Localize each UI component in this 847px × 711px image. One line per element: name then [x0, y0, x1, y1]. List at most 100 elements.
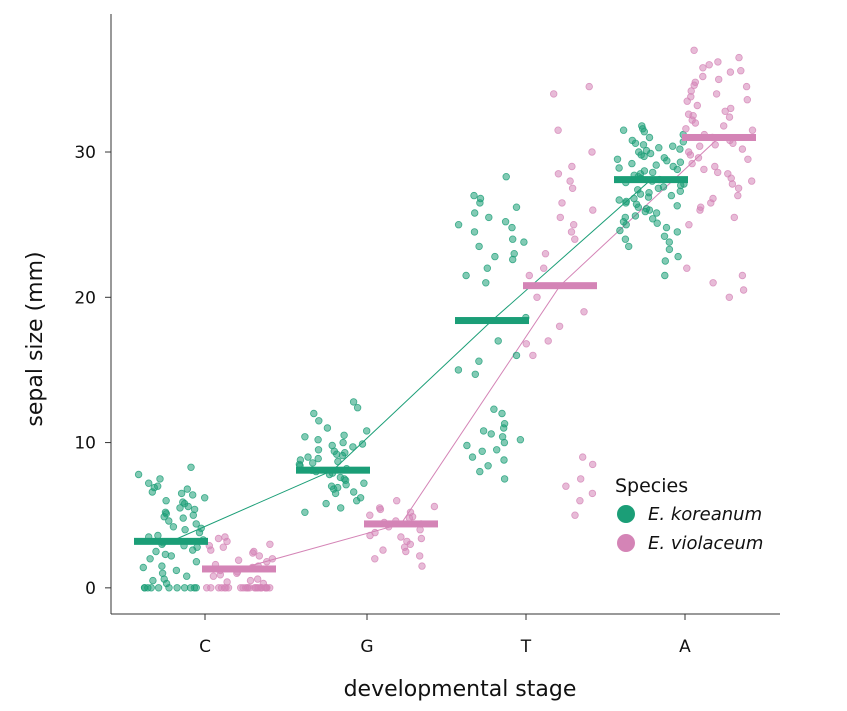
point-s0-c3-50 — [660, 232, 669, 240]
point-s0-c2-15 — [494, 337, 502, 345]
point-s0-c1-8 — [349, 398, 358, 406]
point-s1-c2-1 — [550, 90, 558, 98]
point-s0-c1-1 — [304, 453, 312, 461]
point-s1-c3-16 — [711, 162, 719, 171]
point-s1-c0-3 — [268, 555, 277, 563]
point-s1-c3-33 — [721, 107, 729, 115]
point-s0-c1-32 — [314, 454, 322, 463]
point-s0-c1-40 — [334, 457, 342, 466]
point-s1-c3-18 — [748, 177, 756, 185]
legend-title: Species — [615, 475, 688, 497]
point-s1-c0-29 — [219, 543, 227, 551]
point-s0-c2-24 — [487, 430, 495, 438]
point-s1-c3-53 — [694, 154, 703, 162]
y-ticks: 0 10 20 30 — [74, 143, 111, 599]
point-s1-c1-21 — [417, 534, 426, 543]
point-s0-c3-39 — [649, 168, 657, 177]
point-s1-c3-26 — [738, 271, 747, 280]
point-s1-c2-27 — [589, 206, 597, 214]
point-s1-c2-22 — [562, 482, 570, 490]
point-s1-c0-45 — [234, 556, 243, 564]
point-s0-c2-8 — [483, 264, 491, 272]
point-s1-c3-47 — [684, 110, 693, 118]
point-s0-c2-19 — [471, 370, 479, 378]
point-s1-c2-7 — [558, 199, 566, 207]
point-s1-c2-19 — [529, 351, 537, 360]
y-tick-label-30: 30 — [74, 143, 96, 163]
point-s0-c2-5 — [470, 191, 478, 200]
point-s0-c2-21 — [498, 409, 506, 418]
point-s0-c3-18 — [661, 271, 669, 280]
point-s0-c3-12 — [619, 126, 628, 134]
point-s0-c0-0 — [177, 489, 186, 498]
point-s0-c3-63 — [631, 212, 640, 220]
legend-label-koreanum: E. koreanum — [648, 504, 762, 525]
point-s1-c3-24 — [685, 220, 693, 229]
point-s1-c3-5 — [742, 82, 751, 91]
point-s1-c2-26 — [579, 453, 587, 461]
mean-bar-s0-C — [134, 537, 208, 545]
point-s0-c3-30 — [652, 209, 661, 217]
point-s0-c0-47 — [140, 584, 149, 592]
point-s0-c2-7 — [482, 279, 490, 287]
point-s0-c1-29 — [322, 499, 330, 508]
point-s1-c0-42 — [217, 584, 226, 592]
point-s0-c1-38 — [341, 449, 349, 457]
point-s1-c3-38 — [699, 72, 707, 81]
mean-bar-s0-T — [455, 317, 529, 325]
point-s0-c3-38 — [662, 223, 671, 232]
y-tick-label-20: 20 — [74, 288, 96, 308]
point-s0-c2-26 — [516, 436, 525, 444]
point-s0-c3-16 — [665, 245, 674, 254]
point-s1-c3-52 — [690, 81, 698, 89]
mean-bars — [134, 133, 756, 573]
mean-connectors — [170, 137, 720, 570]
point-s0-c3-44 — [665, 238, 673, 246]
point-s1-c0-49 — [262, 584, 271, 592]
point-s0-c1-37 — [334, 483, 342, 492]
point-s0-c0-43 — [154, 531, 162, 540]
point-s0-c2-29 — [493, 446, 501, 454]
point-s0-c2-0 — [470, 228, 479, 236]
point-s1-c3-45 — [714, 58, 722, 66]
point-s1-c2-29 — [567, 228, 576, 236]
point-s1-c3-59 — [697, 203, 705, 211]
point-s0-c2-6 — [509, 235, 517, 243]
point-s0-c0-22 — [182, 572, 191, 580]
point-s0-c1-42 — [301, 508, 309, 516]
point-s0-c3-71 — [639, 125, 647, 133]
point-s0-c3-73 — [674, 252, 682, 261]
point-s1-c3-23 — [730, 213, 738, 222]
point-s1-c2-8 — [556, 213, 564, 222]
point-s0-c2-37 — [471, 209, 479, 217]
point-s0-c0-33 — [154, 584, 163, 592]
point-s1-c3-27 — [709, 279, 717, 287]
point-s0-c3-69 — [615, 196, 623, 204]
point-s0-c0-2 — [176, 504, 184, 512]
point-s0-c0-56 — [161, 550, 170, 559]
point-s0-c1-24 — [356, 494, 365, 502]
point-s0-c2-28 — [463, 441, 471, 450]
point-s1-c2-10 — [571, 235, 579, 243]
point-s1-c3-36 — [686, 151, 695, 159]
point-s0-c1-44 — [301, 433, 309, 441]
point-s1-c3-56 — [725, 113, 734, 121]
point-s0-c2-41 — [520, 238, 528, 246]
point-s1-c3-4 — [715, 75, 723, 84]
point-s0-c3-72 — [625, 242, 633, 251]
point-s1-c3-58 — [714, 168, 722, 177]
point-s0-c0-41 — [192, 558, 201, 566]
point-s1-c3-43 — [738, 145, 747, 153]
point-s1-c2-2 — [554, 126, 562, 134]
point-s0-c0-52 — [180, 499, 189, 508]
mean-bar-s1-A — [682, 133, 756, 141]
point-s0-c0-10 — [183, 485, 191, 493]
point-s1-c3-0 — [690, 46, 698, 54]
point-s1-c2-23 — [588, 489, 597, 498]
point-s0-c1-33 — [349, 443, 357, 451]
point-s0-c3-66 — [640, 152, 648, 161]
point-s1-c3-3 — [726, 68, 735, 76]
mean-bar-s0-G — [296, 466, 370, 474]
